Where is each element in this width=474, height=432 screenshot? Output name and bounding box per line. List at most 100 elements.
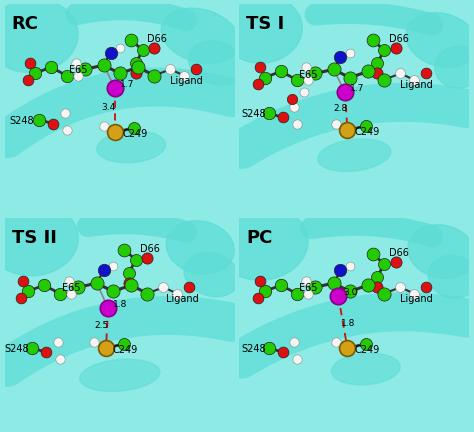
Point	[300, 89, 308, 96]
Ellipse shape	[0, 202, 78, 276]
Point	[362, 122, 370, 129]
Point	[56, 355, 64, 362]
Text: 2.5: 2.5	[94, 321, 109, 330]
Point	[396, 70, 404, 77]
Point	[91, 338, 98, 345]
Text: D66: D66	[140, 244, 160, 254]
Text: 3.4: 3.4	[101, 103, 116, 112]
Point	[374, 70, 381, 77]
Point	[42, 349, 50, 356]
Point	[311, 70, 319, 77]
Text: 2.8: 2.8	[334, 104, 348, 113]
Point	[24, 76, 32, 83]
Ellipse shape	[406, 13, 474, 67]
Point	[293, 355, 301, 362]
Point	[293, 121, 301, 127]
Point	[302, 64, 310, 71]
Ellipse shape	[331, 353, 400, 385]
FancyArrowPatch shape	[88, 223, 186, 232]
Point	[330, 66, 337, 73]
Ellipse shape	[217, 206, 308, 280]
Point	[82, 66, 89, 73]
Text: S248: S248	[5, 344, 29, 354]
Text: 1.8: 1.8	[113, 300, 127, 309]
Text: 1.8: 1.8	[340, 319, 355, 328]
Point	[40, 282, 47, 289]
Point	[93, 280, 100, 286]
Point	[362, 340, 370, 347]
Text: E65: E65	[62, 283, 81, 293]
Point	[100, 62, 108, 69]
Point	[132, 60, 140, 67]
Point	[130, 124, 137, 131]
Point	[125, 280, 133, 286]
Point	[380, 76, 388, 83]
Point	[254, 80, 262, 87]
Point	[337, 53, 344, 60]
Point	[311, 284, 319, 291]
Point	[144, 254, 151, 261]
Text: Ligand: Ligand	[400, 80, 433, 90]
Point	[116, 70, 124, 77]
Point	[109, 288, 117, 295]
Point	[120, 340, 128, 347]
Point	[111, 129, 119, 136]
Point	[374, 60, 381, 67]
Point	[332, 338, 340, 345]
Text: C249: C249	[113, 345, 138, 355]
Point	[63, 127, 71, 133]
Ellipse shape	[80, 359, 160, 391]
Point	[74, 72, 82, 79]
Point	[74, 284, 82, 291]
Point	[277, 68, 284, 75]
Point	[410, 290, 418, 297]
Text: Ligand: Ligand	[400, 294, 433, 304]
Text: TS II: TS II	[12, 229, 56, 247]
Text: D66: D66	[147, 34, 167, 44]
Ellipse shape	[189, 41, 244, 85]
Point	[304, 290, 312, 297]
Point	[346, 74, 354, 81]
Ellipse shape	[318, 139, 391, 172]
Text: Ligand: Ligand	[170, 76, 203, 86]
Point	[56, 290, 64, 297]
Point	[288, 95, 296, 102]
FancyArrowPatch shape	[76, 9, 186, 20]
Point	[304, 76, 312, 83]
Point	[150, 45, 158, 52]
Point	[256, 64, 264, 71]
Point	[374, 273, 381, 280]
Text: S248: S248	[9, 116, 34, 126]
Point	[107, 49, 114, 56]
Point	[125, 269, 133, 276]
Point	[166, 66, 174, 73]
Point	[132, 257, 140, 264]
Point	[369, 250, 376, 257]
Text: D66: D66	[389, 34, 409, 44]
Text: 1.7: 1.7	[120, 80, 134, 89]
Point	[261, 288, 268, 295]
Point	[65, 277, 73, 284]
FancyArrowPatch shape	[242, 102, 466, 149]
Point	[120, 246, 128, 253]
Text: Ligand: Ligand	[166, 294, 199, 304]
Point	[185, 284, 192, 291]
Ellipse shape	[161, 8, 239, 64]
Ellipse shape	[166, 221, 234, 274]
Point	[180, 72, 188, 79]
Text: E65: E65	[69, 66, 88, 76]
Point	[410, 76, 418, 83]
Text: TS I: TS I	[246, 15, 284, 33]
Point	[160, 284, 167, 291]
Point	[332, 121, 340, 127]
FancyArrowPatch shape	[316, 13, 432, 25]
Point	[380, 290, 388, 297]
Point	[344, 127, 351, 133]
Point	[47, 64, 55, 71]
Point	[334, 292, 342, 299]
Point	[337, 267, 344, 274]
Point	[293, 76, 301, 83]
Point	[365, 68, 372, 75]
Ellipse shape	[222, 0, 302, 63]
Text: C249: C249	[354, 127, 380, 137]
